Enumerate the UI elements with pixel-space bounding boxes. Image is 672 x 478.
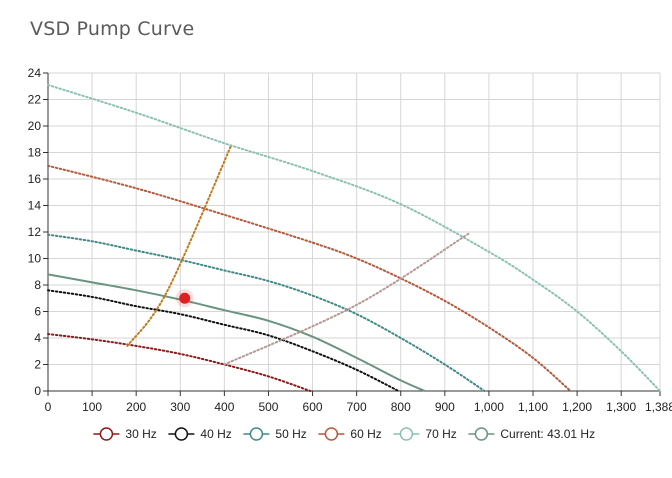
x-tick-label: 400: [214, 400, 234, 414]
x-tick-label: 300: [170, 400, 190, 414]
y-tick-label: 10: [28, 252, 42, 266]
legend-item-60-hz[interactable]: 60 Hz: [318, 427, 382, 441]
legend-label: 30 Hz: [125, 427, 156, 441]
legend-label: Current: 43.01 Hz: [500, 427, 595, 441]
legend-label: 60 Hz: [350, 427, 381, 441]
series-line-60-hz: [47, 164, 572, 392]
y-tick-label: 6: [34, 305, 41, 319]
legend-swatch-circle: [474, 427, 489, 441]
x-tick-label: 1,200: [562, 400, 592, 414]
legend-swatch-circle: [99, 427, 114, 441]
legend-item-current-43-01-hz[interactable]: Current: 43.01 Hz: [468, 427, 595, 441]
x-tick-label: 1,300: [606, 400, 636, 414]
y-tick-label: 14: [28, 199, 42, 213]
y-tick-label: 18: [28, 146, 42, 160]
legend-swatch-circle: [174, 427, 189, 441]
grid-lines: [47, 72, 661, 392]
x-tick-label: 1,000: [474, 400, 504, 414]
x-tick-label: 600: [303, 400, 323, 414]
y-tick-label: 20: [28, 119, 42, 133]
series-layer: [47, 83, 661, 392]
chart-title: VSD Pump Curve: [30, 18, 195, 40]
series-line-current-43-01-hz: [47, 273, 426, 392]
y-tick-label: 24: [28, 66, 42, 80]
x-tick-label: 1,100: [518, 400, 548, 414]
x-tick-label: 0: [45, 400, 52, 414]
y-tick-label: 22: [28, 93, 42, 107]
y-tick-label: 2: [34, 358, 41, 372]
axes: 0 100 200 300 400 500 600 700 800 900 1,000 1,100 1,…: [28, 66, 672, 414]
legend-label: 50 Hz: [275, 427, 306, 441]
x-tick-label: 800: [391, 400, 411, 414]
y-tick-label: 12: [28, 225, 42, 239]
series-line-30-hz: [47, 333, 312, 392]
y-tick-label: 0: [34, 384, 41, 398]
x-tick-label: 900: [435, 400, 455, 414]
y-tick-label: 4: [34, 331, 41, 345]
legend-item-70-hz[interactable]: 70 Hz: [393, 427, 457, 441]
x-tick-label: 1,388: [645, 400, 672, 414]
legend-item-40-hz[interactable]: 40 Hz: [168, 427, 232, 441]
legend: 30 Hz 40 Hz 50 Hz 60 Hz 70 Hz Current: 43.01 …: [93, 427, 595, 441]
y-tick-label: 16: [28, 172, 42, 186]
series-line-70-hz: [47, 83, 661, 392]
legend-label: 70 Hz: [425, 427, 456, 441]
series-line-40-hz: [47, 289, 400, 392]
x-tick-label: 200: [126, 400, 146, 414]
series-line-50-hz: [47, 233, 486, 392]
series-line-helper-7: [223, 232, 471, 366]
points-layer: [175, 289, 194, 308]
legend-item-50-hz[interactable]: 50 Hz: [243, 427, 307, 441]
x-tick-label: 100: [82, 400, 102, 414]
operating-point-marker: [179, 292, 191, 304]
legend-label: 40 Hz: [200, 427, 231, 441]
series-line-helper-6: [126, 144, 232, 347]
legend-swatch-circle: [399, 427, 414, 441]
y-tick-label: 8: [34, 278, 41, 292]
legend-swatch-circle: [249, 427, 264, 441]
x-tick-label: 500: [258, 400, 278, 414]
legend-swatch-circle: [324, 427, 339, 441]
x-tick-label: 700: [347, 400, 367, 414]
legend-item-30-hz[interactable]: 30 Hz: [93, 427, 157, 441]
